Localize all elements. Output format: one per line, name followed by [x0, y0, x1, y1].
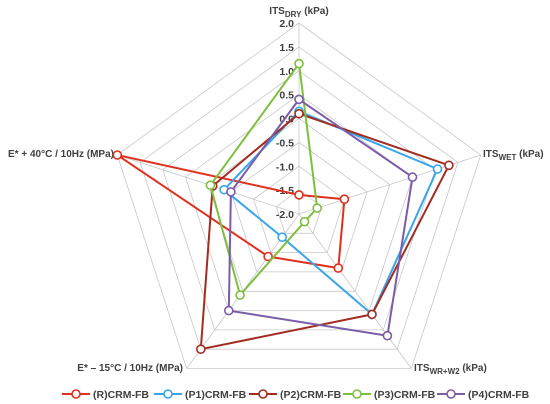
axis-label-name: ITS — [269, 6, 285, 17]
legend: (R)CRM-FB (P1)CRM-FB (P2)CRM-FB (P3)CRM-FB (… — [62, 389, 530, 401]
legend-item-2: (P2)CRM-FB — [249, 389, 342, 401]
data-point — [112, 150, 123, 160]
axis-label-unit: (kPa) — [301, 6, 328, 17]
data-point — [339, 194, 350, 204]
axis-label-name: ITS — [414, 363, 430, 374]
grid-ring-4 — [207, 118, 391, 292]
series-4 — [224, 94, 418, 341]
data-point — [294, 190, 304, 200]
data-point — [312, 203, 323, 213]
grid-ring-5 — [230, 141, 368, 273]
tick-label: -1.0 — [276, 161, 294, 173]
legend-marker — [258, 389, 268, 399]
legend-marker — [163, 389, 173, 399]
series-line-3 — [209, 62, 319, 297]
grid-spoke-2 — [298, 213, 412, 369]
data-point — [382, 330, 393, 341]
tick-label: 1.5 — [279, 42, 294, 54]
data-point — [299, 216, 310, 227]
axis-label-subscript: DRY — [285, 10, 302, 19]
axis-label-3: E* – 15°C / 10Hz (MPa) — [77, 363, 183, 374]
legend-label: (P2)CRM-FB — [280, 389, 342, 401]
radial-tick-labels: 2.01.51.00.50.0-0.5-1.0-1.5-2.0 — [276, 18, 294, 221]
series-line-1 — [223, 110, 439, 316]
series-2 — [196, 108, 454, 355]
axis-label-name: ITS — [483, 149, 499, 160]
axis-label-name: E* + 40°C / 10Hz (MPa) — [8, 149, 114, 160]
tick-label: -0.5 — [276, 137, 294, 149]
legend-label: (R)CRM-FB — [93, 389, 149, 401]
series-1 — [219, 106, 443, 320]
tick-label: 0.5 — [279, 90, 294, 102]
data-point — [432, 164, 443, 174]
axis-label-4: E* + 40°C / 10Hz (MPa) — [8, 149, 114, 160]
axis-label-subscript: WR+W2 — [430, 367, 461, 376]
legend-label: (P3)CRM-FB — [374, 389, 436, 401]
data-point — [407, 172, 418, 182]
series-line-0 — [116, 154, 346, 270]
legend-item-1: (P1)CRM-FB — [154, 389, 247, 401]
data-point — [205, 180, 216, 190]
data-point — [277, 232, 288, 242]
axis-label-1: ITSWET (kPa) — [483, 149, 544, 162]
legend-item-3: (P3)CRM-FB — [343, 389, 436, 401]
legend-label: (P4)CRM-FB — [468, 389, 530, 401]
data-point — [294, 58, 304, 69]
series-line-2 — [199, 112, 450, 351]
data-point — [235, 290, 245, 300]
legend-marker — [71, 389, 81, 399]
legend-marker — [352, 389, 362, 399]
legend-item-0: (R)CRM-FB — [62, 389, 149, 401]
series-3 — [205, 58, 323, 300]
axis-label-unit: (kPa) — [516, 149, 543, 160]
legend-marker — [446, 389, 456, 399]
data-point — [444, 160, 454, 171]
series-layer — [112, 58, 454, 355]
axis-label-subscript: WET — [499, 153, 517, 162]
grid-ring-0 — [116, 22, 482, 369]
axis-label-0: ITSDRY (kPa) — [269, 6, 328, 19]
data-point — [367, 309, 377, 320]
data-point — [294, 94, 304, 105]
axis-label-name: E* – 15°C / 10Hz (MPa) — [77, 363, 183, 374]
data-point — [226, 187, 236, 197]
tick-label: 2.0 — [279, 18, 294, 30]
grid-ring-1 — [139, 46, 459, 350]
data-point — [196, 344, 206, 355]
series-line-4 — [227, 98, 414, 337]
data-point — [224, 305, 234, 316]
tick-label: -2.0 — [276, 209, 294, 221]
axis-label-unit: (kPa) — [460, 363, 487, 374]
legend-label: (P1)CRM-FB — [185, 389, 247, 401]
data-point — [333, 263, 344, 273]
data-point — [294, 108, 304, 119]
axis-labels: ITSDRY (kPa)ITSWET (kPa)ITSWR+W2 (kPa)E*… — [8, 6, 544, 376]
axis-label-2: ITSWR+W2 (kPa) — [414, 363, 487, 376]
data-point — [263, 251, 273, 262]
series-0 — [112, 150, 350, 273]
legend-item-4: (P4)CRM-FB — [437, 389, 530, 401]
